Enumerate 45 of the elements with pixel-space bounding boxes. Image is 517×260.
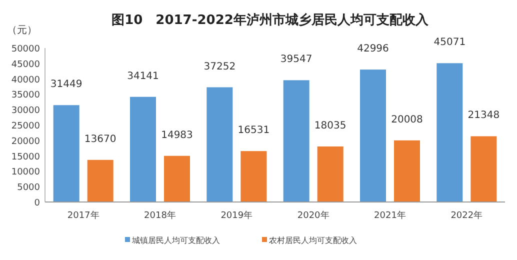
data-label: 14983 <box>161 130 193 141</box>
chart-title: 图10 2017-2022年泸州市城乡居民人均可支配收入 <box>112 12 430 28</box>
data-label: 31449 <box>50 79 82 90</box>
x-tick-label: 2021年 <box>374 210 406 221</box>
bar <box>206 87 233 202</box>
bar <box>283 80 310 202</box>
bar <box>164 156 190 202</box>
y-tick-label: 35000 <box>11 90 40 101</box>
y-tick-label: 40000 <box>11 75 40 86</box>
y-tick-label: 10000 <box>11 168 40 178</box>
data-label: 37252 <box>204 61 236 72</box>
data-label: 18035 <box>314 120 346 132</box>
bar <box>360 70 386 202</box>
data-label: 39547 <box>280 54 312 66</box>
bar <box>87 160 114 202</box>
x-tick-label: 2019年 <box>220 210 253 221</box>
y-tick-label: 30000 <box>11 106 40 116</box>
y-tick-label: 20000 <box>11 136 40 147</box>
legend-label: 农村居民人均可支配收入 <box>269 236 357 245</box>
bar <box>436 63 463 202</box>
bar <box>130 96 156 202</box>
y-tick-label: 15000 <box>11 152 40 162</box>
data-label: 45071 <box>434 37 466 48</box>
x-tick-label: 2017年 <box>67 210 100 221</box>
bar <box>317 146 344 202</box>
data-label: 34141 <box>127 70 159 82</box>
y-tick-label: 50000 <box>11 44 40 54</box>
x-tick-label: 2020年 <box>297 210 330 221</box>
data-label: 21348 <box>468 110 500 122</box>
y-axis-title: （元） <box>7 25 37 36</box>
legend-label: 城镇居民人均可支配收入 <box>131 236 220 245</box>
bar <box>53 105 80 202</box>
data-label: 13670 <box>84 134 116 145</box>
bar <box>240 151 267 202</box>
bar <box>394 140 420 202</box>
y-tick-label: 5000 <box>17 183 40 194</box>
y-tick-label: 45000 <box>11 60 40 70</box>
y-tick-label: 0 <box>34 198 40 208</box>
bar <box>470 136 497 202</box>
x-tick-label: 2022年 <box>450 210 483 221</box>
data-label: 16531 <box>238 125 270 136</box>
y-tick-label: 25000 <box>11 122 40 132</box>
data-label: 20008 <box>391 114 423 126</box>
x-tick-label: 2018年 <box>144 210 176 221</box>
data-label: 42996 <box>357 44 389 55</box>
